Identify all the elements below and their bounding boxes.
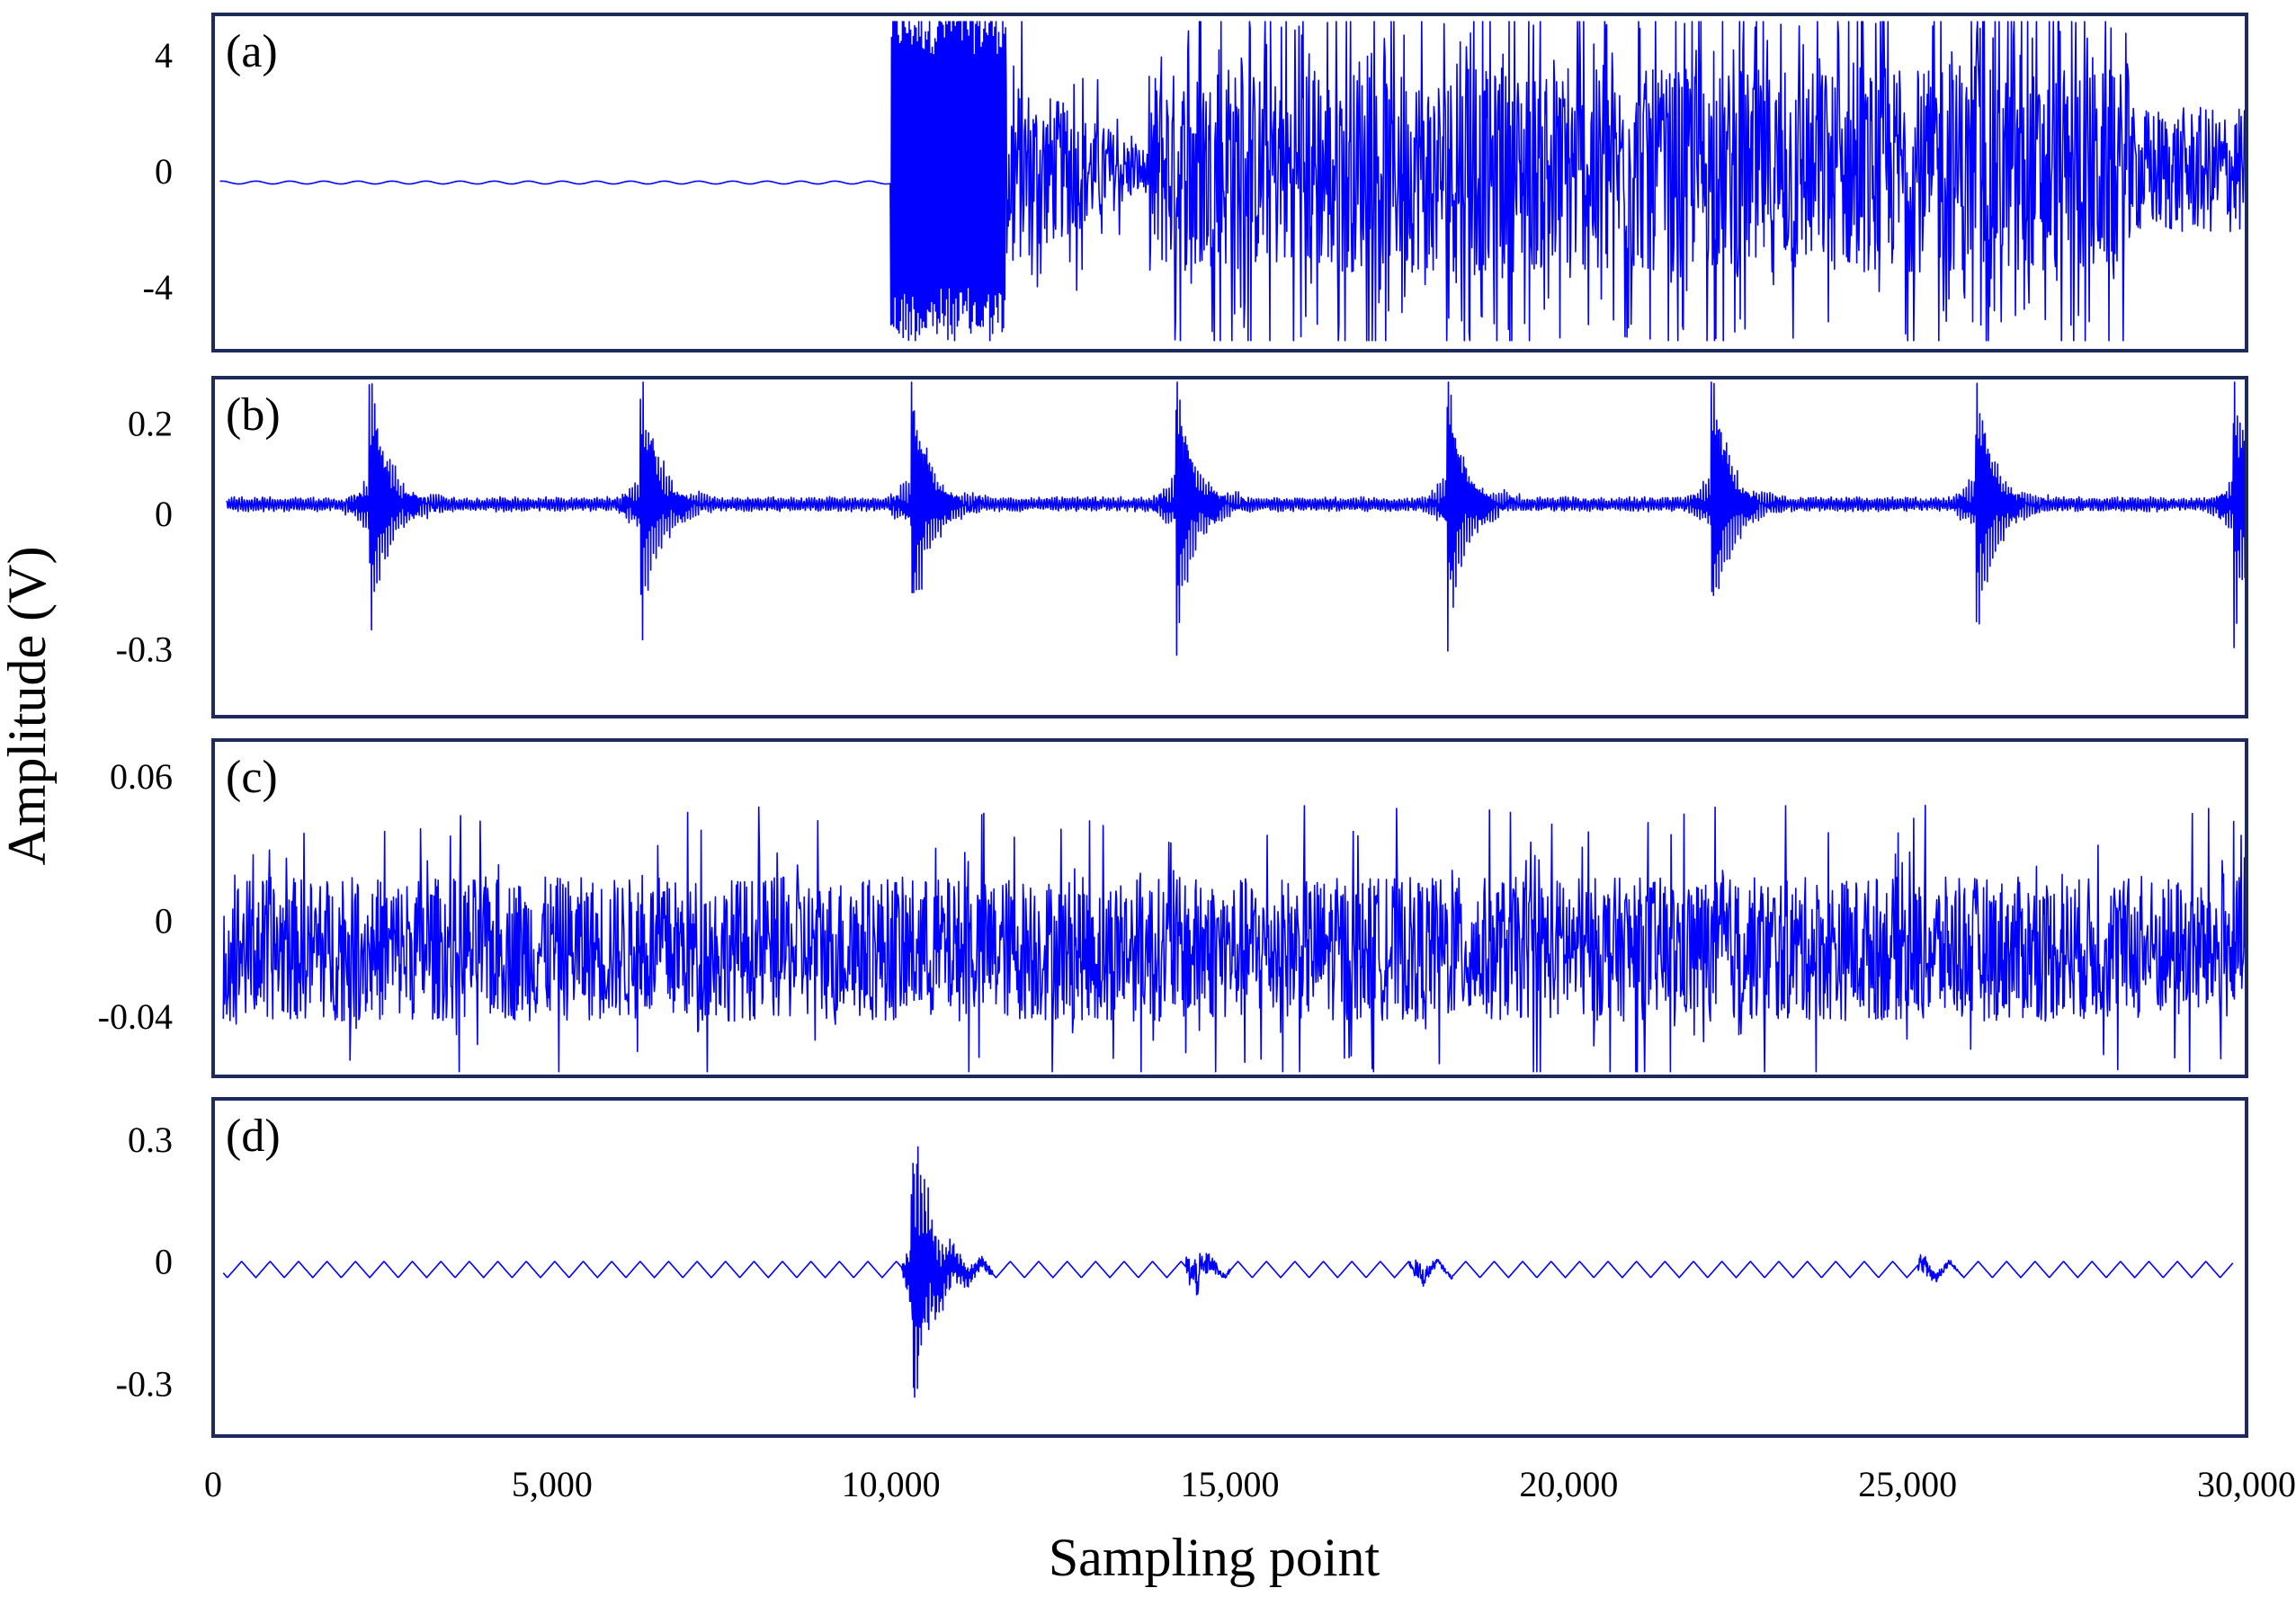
y-tick-label: -0.3 (116, 629, 173, 670)
y-tick-label: 0 (155, 1242, 173, 1282)
panel-label: (d) (226, 1111, 281, 1162)
y-tick-label: 4 (155, 35, 173, 76)
y-tick-label: -0.3 (116, 1363, 173, 1404)
y-tick-label: 0.3 (128, 1120, 173, 1160)
panel-d: (d) 0.3 0 -0.3 (116, 1097, 2248, 1438)
x-tick-label: 15,000 (1181, 1464, 1280, 1504)
panel-label: (a) (226, 26, 278, 77)
y-tick-label: 0.06 (110, 756, 173, 797)
y-tick-label: -0.04 (98, 996, 173, 1037)
x-axis-title: Sampling point (1049, 1528, 1380, 1587)
panel-label: (c) (226, 752, 278, 803)
y-tick-label: 0 (155, 151, 173, 192)
x-tick-label: 5,000 (512, 1464, 593, 1504)
y-tick-label: 0.2 (128, 403, 173, 443)
signal-line-b (226, 381, 2247, 656)
x-tick-label: 25,000 (1858, 1464, 1957, 1504)
panel-b: (b) 0.2 0 -0.3 (116, 376, 2248, 718)
x-tick-label: 20,000 (1519, 1464, 1618, 1504)
panel-frame (211, 738, 2248, 1078)
x-tick-label: 0 (204, 1464, 222, 1504)
panel-a: (a) 4 0 -4 (143, 13, 2248, 352)
y-axis-title: Amplitude (V) (0, 547, 57, 866)
panel-frame (211, 1097, 2248, 1438)
panel-label: (b) (226, 389, 281, 441)
y-tick-label: -4 (143, 267, 173, 308)
signal-line-c (222, 804, 2247, 1073)
panel-frame (211, 13, 2248, 352)
y-tick-label: 0 (155, 494, 173, 534)
y-tick-label: 0 (155, 900, 173, 941)
x-tick-label: 30,000 (2197, 1464, 2296, 1504)
panel-c: (c) 0.06 0 -0.04 (98, 738, 2248, 1078)
panel-frame (211, 376, 2248, 718)
signal-line-a (219, 21, 2247, 342)
x-tick-label: 10,000 (842, 1464, 941, 1504)
signal-line-d (222, 1146, 2234, 1398)
